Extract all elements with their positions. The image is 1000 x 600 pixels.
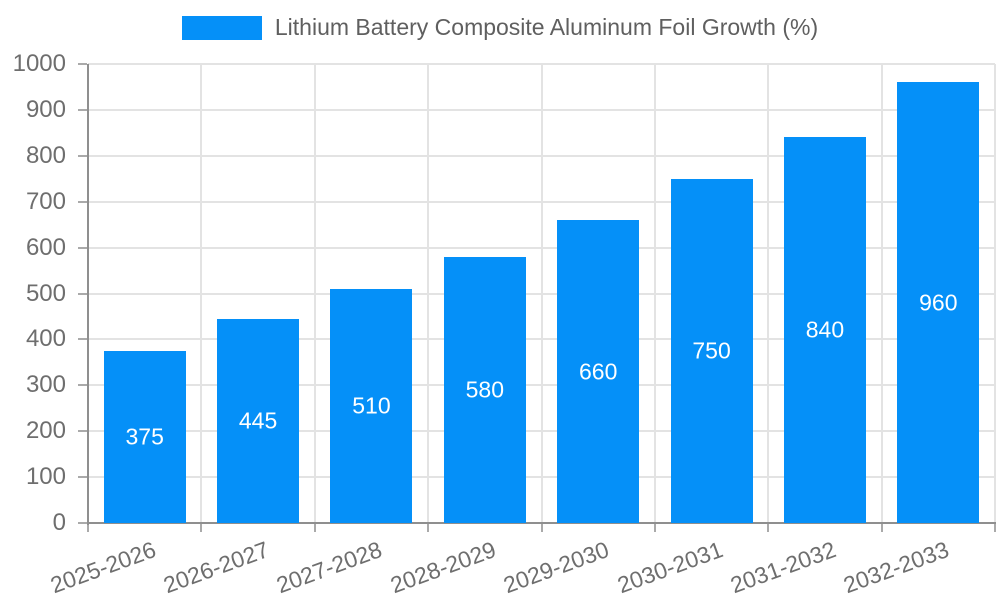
y-axis-tick-label: 900 [25, 95, 66, 123]
bar [443, 256, 526, 523]
bar [330, 288, 413, 523]
x-axis-tick [767, 523, 770, 532]
y-axis-tick-label: 500 [25, 279, 66, 307]
x-axis-tick [427, 523, 430, 532]
y-axis-tick [78, 108, 87, 111]
bar-value-label: 840 [805, 316, 845, 343]
y-axis-tick-label: 100 [25, 463, 66, 491]
x-axis-label: 2025-2026 [46, 536, 159, 599]
x-axis-tick [994, 523, 996, 532]
bar [670, 178, 753, 523]
y-axis-tick [78, 292, 87, 295]
y-axis-tick [78, 154, 87, 157]
x-axis-label: 2032-2033 [840, 536, 953, 599]
legend-label: Lithium Battery Composite Aluminum Foil … [274, 14, 819, 40]
x-axis-tick [313, 523, 316, 532]
x-axis-tick [653, 523, 656, 532]
bar [103, 350, 186, 523]
x-axis-label: 2031-2032 [726, 536, 840, 599]
bar-value-label: 445 [238, 407, 278, 434]
x-axis-label: 2026-2027 [160, 536, 273, 599]
gridline-vertical [653, 64, 656, 523]
y-axis-tick-label: 300 [25, 371, 66, 399]
bar-value-label: 660 [579, 358, 618, 385]
y-axis-tick-label: 700 [25, 187, 66, 215]
y-axis-tick-label: 600 [25, 233, 66, 261]
bar [217, 318, 300, 523]
y-axis-tick [78, 476, 87, 479]
y-axis-tick [78, 384, 87, 387]
y-axis-tick [78, 63, 87, 65]
gridline-vertical [880, 64, 883, 523]
gridline-vertical [540, 64, 543, 523]
x-axis-label: 2029-2030 [500, 536, 613, 599]
x-axis-label: 2028-2029 [386, 536, 500, 599]
gridline-vertical [767, 64, 770, 523]
y-axis-line [87, 64, 89, 525]
bar-value-label: 960 [919, 289, 958, 316]
y-axis-tick-label: 800 [25, 141, 66, 169]
bar-value-label: 750 [692, 337, 731, 364]
legend-swatch-icon [181, 15, 262, 40]
bar-value-label: 375 [125, 423, 164, 450]
bar-value-label: 510 [352, 392, 391, 419]
y-axis-tick [78, 246, 87, 249]
x-axis-line [87, 522, 996, 524]
y-axis-tick [78, 522, 87, 524]
x-axis-tick [540, 523, 543, 532]
y-axis-tick-label: 400 [25, 325, 66, 353]
x-axis-tick [200, 523, 203, 532]
bar-value-label: 580 [465, 376, 504, 403]
x-axis-tick [880, 523, 883, 532]
y-axis-tick-label: 200 [25, 417, 66, 445]
bar [557, 220, 640, 523]
y-axis-tick [78, 430, 87, 433]
x-axis-label: 2027-2028 [273, 536, 386, 599]
y-axis-tick-label: 1000 [12, 50, 66, 77]
gridline-vertical [313, 64, 316, 523]
y-axis-tick [78, 200, 87, 203]
gridline-vertical [200, 64, 203, 523]
bar [897, 82, 980, 523]
gridline-vertical [994, 64, 996, 523]
chart-legend: Lithium Battery Composite Aluminum Foil … [0, 14, 1000, 41]
y-axis-tick [78, 338, 87, 341]
x-axis-label: 2030-2031 [613, 536, 726, 599]
bar [783, 137, 866, 523]
y-axis-tick-label: 0 [52, 509, 66, 536]
x-axis-tick [87, 523, 89, 532]
gridline-vertical [427, 64, 430, 523]
